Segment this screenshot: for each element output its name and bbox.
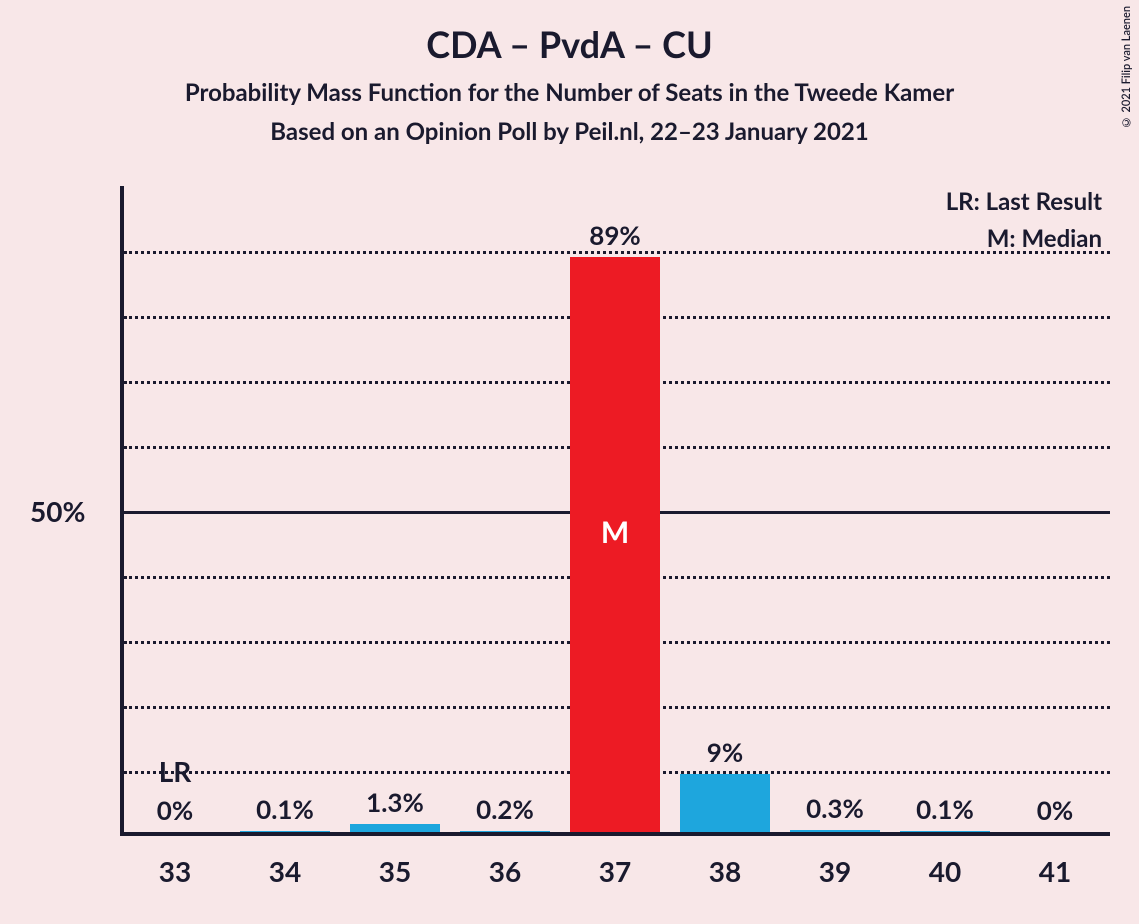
bar-value-label: 0.2%	[476, 793, 534, 825]
chart-subtitle: Probability Mass Function for the Number…	[0, 66, 1139, 107]
copyright-label: © 2021 Filip van Laenen	[1120, 6, 1133, 128]
bar-value-label: 0.1%	[256, 793, 314, 825]
legend-m: M: Median	[946, 224, 1102, 253]
median-marker: M	[601, 514, 629, 550]
bar-value-label: 1.3%	[366, 786, 424, 818]
bar-value-label: 0%	[1037, 794, 1073, 826]
lr-marker: LR	[159, 754, 192, 788]
bar	[460, 831, 550, 832]
x-tick-label: 34	[269, 854, 301, 888]
x-tick-label: 38	[709, 854, 741, 888]
bar-value-label: 0.1%	[916, 793, 974, 825]
chart-area: 50% LR: Last Result M: Median 0%LR0.1%1.…	[120, 186, 1110, 836]
bar-value-label: 9%	[707, 736, 743, 768]
x-axis	[120, 832, 1110, 836]
chart-subtitle-2: Based on an Opinion Poll by Peil.nl, 22–…	[0, 107, 1139, 146]
legend: LR: Last Result M: Median	[946, 187, 1102, 253]
x-tick-label: 41	[1039, 854, 1071, 888]
x-tick-label: 35	[379, 854, 411, 888]
bar	[790, 830, 880, 832]
bar-value-label: 0%	[157, 794, 193, 826]
legend-lr: LR: Last Result	[946, 187, 1102, 216]
x-tick-label: 39	[819, 854, 851, 888]
bar	[240, 831, 330, 832]
x-tick-label: 40	[929, 854, 961, 888]
bar	[900, 831, 990, 832]
bar-value-label: 89%	[589, 219, 640, 251]
bar	[350, 824, 440, 832]
bar	[680, 774, 770, 832]
bar-value-label: 0.3%	[806, 792, 864, 824]
x-tick-label: 37	[599, 854, 631, 888]
x-tick-label: 33	[159, 854, 191, 888]
chart-title: CDA – PvdA – CU	[0, 0, 1139, 66]
y-tick-label: 50%	[30, 494, 85, 528]
x-tick-label: 36	[489, 854, 521, 888]
